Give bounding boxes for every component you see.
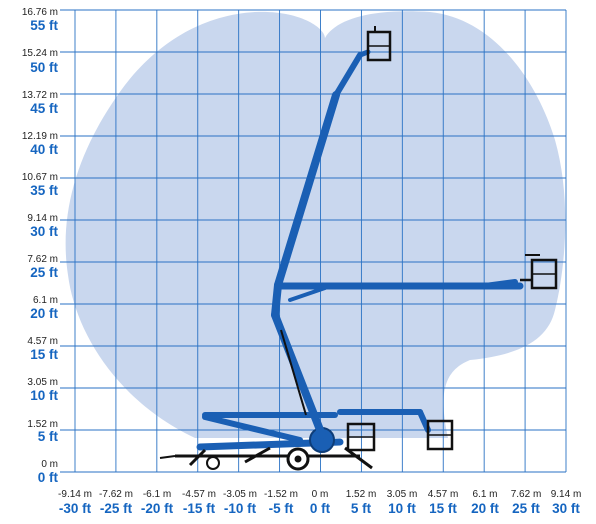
y-tick-feet: 25 ft xyxy=(30,265,58,280)
y-tick-feet: 5 ft xyxy=(38,429,59,444)
y-tick-meters: 6.1 m xyxy=(33,295,58,306)
x-tick-meters: -4.57 m xyxy=(182,489,216,500)
y-tick-meters: 9.14 m xyxy=(27,213,58,224)
jockey-wheel xyxy=(206,456,220,470)
y-tick-feet: 55 ft xyxy=(30,18,58,33)
x-tick-meters: 6.1 m xyxy=(472,489,497,500)
x-tick-feet: 20 ft xyxy=(471,501,499,516)
y-tick-meters: 10.67 m xyxy=(22,172,58,183)
y-tick-meters: 7.62 m xyxy=(27,254,58,265)
x-tick-meters: -1.52 m xyxy=(264,489,298,500)
x-tick-feet: -25 ft xyxy=(100,501,133,516)
x-tick-feet: 30 ft xyxy=(552,501,580,516)
x-tick-feet: 25 ft xyxy=(512,501,540,516)
x-tick-feet: -5 ft xyxy=(269,501,294,516)
x-tick-feet: 15 ft xyxy=(429,501,457,516)
x-tick-feet: -30 ft xyxy=(59,501,92,516)
x-tick-feet: 5 ft xyxy=(351,501,372,516)
y-tick-feet: 45 ft xyxy=(30,101,58,116)
y-tick-meters: 3.05 m xyxy=(27,377,58,388)
x-tick-meters: 0 m xyxy=(312,489,329,500)
y-tick-feet: 15 ft xyxy=(30,347,58,362)
y-tick-feet: 30 ft xyxy=(30,224,58,239)
y-tick-meters: 12.19 m xyxy=(22,131,58,142)
x-tick-feet: -20 ft xyxy=(141,501,174,516)
y-tick-feet: 50 ft xyxy=(30,60,58,75)
x-tick-meters: 7.62 m xyxy=(511,489,542,500)
working-envelope xyxy=(65,11,566,439)
x-tick-meters: 1.52 m xyxy=(346,489,377,500)
x-tick-meters: -9.14 m xyxy=(58,489,92,500)
boom-lift-illustration xyxy=(159,26,558,471)
x-tick-feet: 0 ft xyxy=(310,501,331,516)
y-tick-meters: 0 m xyxy=(41,459,58,470)
x-tick-meters: 4.57 m xyxy=(428,489,459,500)
y-tick-feet: 20 ft xyxy=(30,306,58,321)
y-tick-meters: 13.72 m xyxy=(22,90,58,101)
y-tick-meters: 16.76 m xyxy=(22,7,58,18)
x-tick-meters: -3.05 m xyxy=(223,489,257,500)
x-tick-meters: -7.62 m xyxy=(99,489,133,500)
x-tick-meters: 9.14 m xyxy=(551,489,582,500)
x-axis-labels: -9.14 m -30 ft -7.62 m -25 ft -6.1 m -20… xyxy=(58,489,581,516)
y-tick-meters: 1.52 m xyxy=(27,419,58,430)
y-tick-meters: 4.57 m xyxy=(27,336,58,347)
y-tick-meters: 15.24 m xyxy=(22,48,58,59)
y-axis-labels: 16.76 m 55 ft 15.24 m 50 ft 13.72 m 45 f… xyxy=(22,7,59,485)
y-tick-feet: 40 ft xyxy=(30,142,58,157)
x-tick-meters: -6.1 m xyxy=(143,489,171,500)
x-tick-feet: -15 ft xyxy=(183,501,216,516)
x-tick-feet: -10 ft xyxy=(224,501,257,516)
y-tick-feet: 10 ft xyxy=(30,388,58,403)
y-tick-feet: 35 ft xyxy=(30,183,58,198)
y-tick-feet: 0 ft xyxy=(38,470,59,485)
x-tick-feet: 10 ft xyxy=(388,501,416,516)
x-tick-meters: 3.05 m xyxy=(387,489,418,500)
